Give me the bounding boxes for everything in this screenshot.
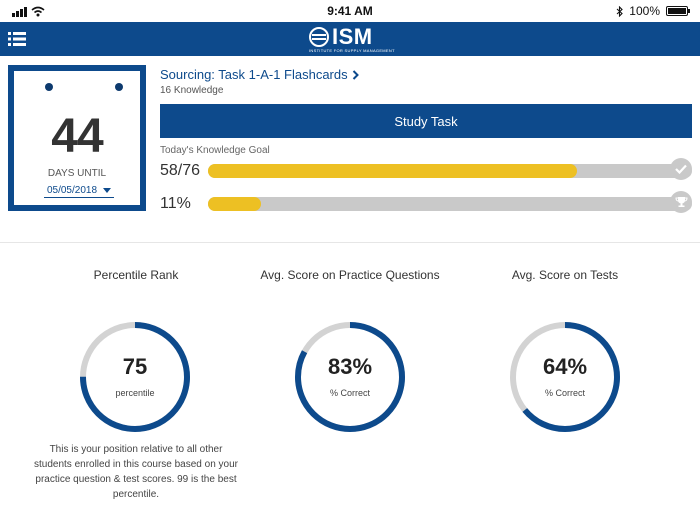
status-bar: 9:41 AM 100% — [0, 0, 700, 22]
practice-score-ring: 83% % Correct — [294, 321, 406, 433]
practice-score-value: 83% — [327, 354, 373, 379]
wifi-icon — [31, 6, 45, 17]
exam-countdown-card: 44 DAYS UNTIL 05/05/2018 — [8, 65, 146, 211]
calendar-ring-icon — [45, 83, 53, 91]
calendar-ring-icon — [115, 83, 123, 91]
test-score-ring: 64% % Correct — [509, 321, 621, 433]
list-menu-icon[interactable] — [8, 31, 26, 47]
connectivity-indicators — [12, 6, 45, 17]
percentile-value: 75 — [122, 354, 148, 379]
logo-subtitle: INSTITUTE FOR SUPPLY MANAGEMENT — [309, 48, 395, 53]
chevron-right-icon — [352, 69, 359, 80]
battery-status: 100% — [616, 4, 690, 18]
exam-date-value: 05/05/2018 — [46, 184, 98, 196]
logo-emblem-icon — [309, 27, 329, 47]
signal-icon — [12, 7, 27, 17]
task-title-text: Sourcing: Task 1-A-1 Flashcards — [160, 67, 348, 82]
battery-percent: 100% — [629, 4, 660, 18]
percentile-rank-ring: 75 percentile — [79, 321, 191, 433]
ism-logo: ISM INSTITUTE FOR SUPPLY MANAGEMENT — [309, 24, 395, 53]
check-icon — [670, 158, 692, 180]
task-title-link[interactable]: Sourcing: Task 1-A-1 Flashcards — [160, 67, 359, 82]
knowledge-goal-progress: 58/76 — [160, 158, 692, 184]
test-score-unit: % Correct — [544, 388, 585, 398]
knowledge-progress-track — [208, 164, 692, 178]
exam-date-select[interactable]: 05/05/2018 — [44, 183, 114, 198]
app-header: ISM INSTITUTE FOR SUPPLY MANAGEMENT — [0, 22, 700, 56]
practice-score-unit: % Correct — [329, 388, 370, 398]
ring-progress-arc — [80, 322, 190, 432]
days-until-label: DAYS UNTIL — [47, 168, 107, 179]
test-score-title: Avg. Score on Tests — [511, 268, 619, 282]
overall-progress-fill — [208, 197, 262, 211]
percentile-rank-title: Percentile Rank — [93, 268, 179, 282]
chevron-down-icon — [103, 187, 112, 193]
battery-icon — [666, 6, 690, 16]
ring-progress-arc — [295, 322, 405, 432]
bluetooth-icon — [616, 5, 624, 17]
status-time: 9:41 AM — [327, 4, 373, 18]
logo-text: ISM — [332, 24, 373, 49]
practice-score-title: Avg. Score on Practice Questions — [260, 268, 440, 282]
section-divider — [0, 242, 700, 243]
days-count: 44 — [51, 110, 103, 163]
study-task-button[interactable]: Study Task — [160, 104, 692, 138]
percentile-description: This is your position relative to all ot… — [33, 444, 238, 500]
task-knowledge-count: 16 Knowledge — [160, 85, 224, 96]
overall-progress: 11% — [160, 191, 692, 217]
overall-progress-track — [208, 197, 692, 211]
percentile-unit: percentile — [115, 388, 155, 398]
test-score-value: 64% — [542, 354, 588, 379]
overall-progress-text: 11% — [160, 195, 191, 212]
knowledge-progress-text: 58/76 — [160, 162, 201, 179]
trophy-icon — [670, 191, 692, 213]
knowledge-progress-fill — [208, 164, 578, 178]
ring-progress-arc — [510, 322, 620, 432]
knowledge-goal-label: Today's Knowledge Goal — [160, 145, 270, 156]
